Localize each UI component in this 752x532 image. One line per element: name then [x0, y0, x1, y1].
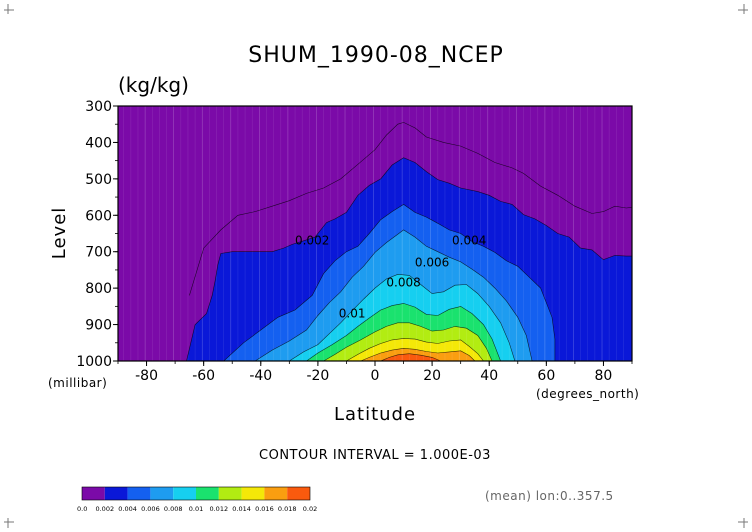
colorbar-swatch: [173, 487, 196, 500]
contour-fills: [118, 106, 632, 361]
colorbar-tick-label: 0.016: [255, 505, 274, 513]
x-tick-label: 20: [423, 368, 441, 384]
x-tick-label: 80: [595, 368, 613, 384]
x-tick-label: -60: [192, 368, 215, 384]
contour-label: 0.008: [386, 275, 420, 289]
x-tick-label: -80: [135, 368, 158, 384]
footer-text: (mean) lon:0..357.5: [485, 489, 614, 503]
x-axis: -80 -60 -40 -20 0 20 40 60 80: [117, 361, 633, 384]
y-axis: 300 400 500 600 700 800 900 1000: [76, 99, 118, 370]
y-tick-label: 400: [85, 135, 112, 151]
colorbar-tick-label: 0.002: [95, 505, 114, 513]
contour-line: [306, 303, 501, 362]
units-label: (kg/kg): [118, 73, 189, 97]
crop-marks: [4, 4, 748, 528]
colorbar: 0.0 0.002 0.004 0.006 0.008 0.01 0.012 0.014 0.0…: [77, 486, 317, 513]
colorbar-tick-label: 0.02: [303, 505, 317, 513]
colorbar-tick-label: 0.004: [118, 505, 137, 513]
colorbar-tick-label: 0.01: [189, 505, 203, 513]
contour-line: [360, 347, 476, 362]
colorbar-swatch: [287, 487, 310, 500]
x-tick-label: -40: [249, 368, 272, 384]
contour-label: 0.002: [295, 233, 329, 247]
y-tick-label: 1000: [76, 354, 112, 370]
y-tick-label: 700: [85, 245, 112, 261]
x-tick-label: 60: [537, 368, 555, 384]
x-axis-label: Latitude: [334, 404, 416, 425]
contour-line: [289, 273, 516, 362]
colorbar-tick-label: 0.014: [232, 505, 251, 513]
colorbar-swatch: [196, 487, 219, 500]
colorbar-tick-label: 0.0: [77, 505, 87, 513]
colorbar-swatch: [264, 487, 288, 500]
y-tick-label: 600: [85, 208, 112, 224]
contour-line: [323, 322, 493, 362]
contour-label: 0.006: [415, 255, 449, 269]
contour-line: [346, 338, 484, 362]
x-tick-label: 0: [371, 368, 380, 384]
colorbar-tick-label: 0.006: [141, 505, 160, 513]
colorbar-swatch: [82, 487, 105, 500]
contour-lines: [186, 122, 633, 362]
y-unit-label: (millibar): [48, 376, 107, 390]
colorbar-frame: [81, 486, 311, 501]
colorbar-swatch: [241, 487, 265, 500]
colorbar-swatch: [150, 487, 174, 500]
y-tick-label: 800: [85, 281, 112, 297]
colorbar-tick-label: 0.008: [164, 505, 183, 513]
y-axis-label: Level: [49, 207, 70, 260]
y-tick-label: 300: [85, 99, 112, 115]
y-tick-label: 900: [85, 318, 112, 334]
x-unit-label: (degrees_north): [536, 387, 639, 401]
colorbar-swatch: [127, 487, 151, 500]
contour-line: [186, 157, 632, 362]
contour-line: [380, 353, 441, 362]
x-tick-label: -20: [306, 368, 329, 384]
colorbar-swatch: [104, 487, 128, 500]
y-tick-label: 500: [85, 172, 112, 188]
contour-interval-text: CONTOUR INTERVAL = 1.000E-03: [259, 448, 491, 463]
colorbar-tick-label: 0.018: [278, 505, 297, 513]
contour-line: [254, 229, 533, 362]
x-tick-label: 40: [480, 368, 498, 384]
contour-label: 0.004: [452, 233, 486, 247]
colorbar-tick-label: 0.012: [209, 505, 228, 513]
contour-line: [223, 204, 556, 362]
contour-line: [189, 122, 633, 296]
chart-title: SHUM_1990-08_NCEP: [248, 43, 504, 68]
contour-label: 0.01: [339, 306, 366, 320]
colorbar-swatch: [218, 487, 242, 500]
